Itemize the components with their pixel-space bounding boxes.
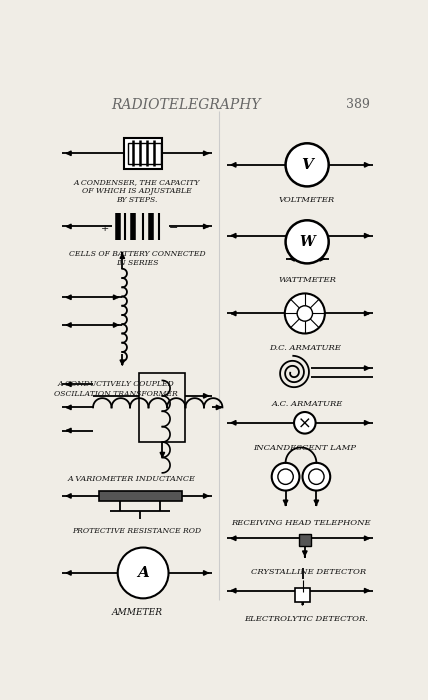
Text: RADIOTELEGRAPHY: RADIOTELEGRAPHY [111,98,260,112]
Text: W: W [299,234,315,248]
Text: CELLS OF BATTERY CONNECTED
IN SERIES: CELLS OF BATTERY CONNECTED IN SERIES [68,250,205,267]
Text: RECEIVING HEAD TELEPHONE: RECEIVING HEAD TELEPHONE [231,519,371,527]
Bar [139,372,185,442]
Circle shape [309,469,324,484]
Bar [128,143,161,164]
Bar [295,588,310,602]
Text: A.C. ARMATURE: A.C. ARMATURE [271,400,343,407]
Text: 389: 389 [346,98,370,111]
Text: ELECTROLYTIC DETECTOR.: ELECTROLYTIC DETECTOR. [244,615,369,623]
Circle shape [118,547,169,598]
Text: A CONDUCTIVELY COUPLED
OSCILLATION TRANSFORMER: A CONDUCTIVELY COUPLED OSCILLATION TRANS… [54,381,178,398]
Circle shape [285,220,329,263]
Circle shape [294,412,315,433]
Text: WATTMETER: WATTMETER [278,276,336,284]
Text: V: V [301,158,313,172]
Bar [299,533,311,546]
Circle shape [278,469,293,484]
Text: CRYSTALLINE DETECTOR: CRYSTALLINE DETECTOR [251,568,366,575]
Text: D.C. ARMATURE: D.C. ARMATURE [269,344,341,352]
Circle shape [285,144,329,186]
Text: −: − [169,223,178,232]
Text: A CONDENSER, THE CAPACITY
OF WHICH IS ADJUSTABLE
BY STEPS.: A CONDENSER, THE CAPACITY OF WHICH IS AD… [74,178,200,204]
Bar [124,138,162,169]
Text: A: A [137,566,149,580]
Circle shape [285,293,325,333]
Text: AMMETER: AMMETER [111,608,163,617]
Text: A VARIOMETER INDUCTANCE: A VARIOMETER INDUCTANCE [68,475,196,483]
Circle shape [272,463,300,491]
Bar [99,491,181,500]
Text: VOLTMETER: VOLTMETER [279,195,335,204]
Text: INCANDESCENT LAMP: INCANDESCENT LAMP [253,444,357,452]
Text: +: + [101,223,109,232]
Circle shape [297,306,312,321]
Text: PROTECTIVE RESISTANCE ROD: PROTECTIVE RESISTANCE ROD [72,526,202,535]
Circle shape [303,463,330,491]
